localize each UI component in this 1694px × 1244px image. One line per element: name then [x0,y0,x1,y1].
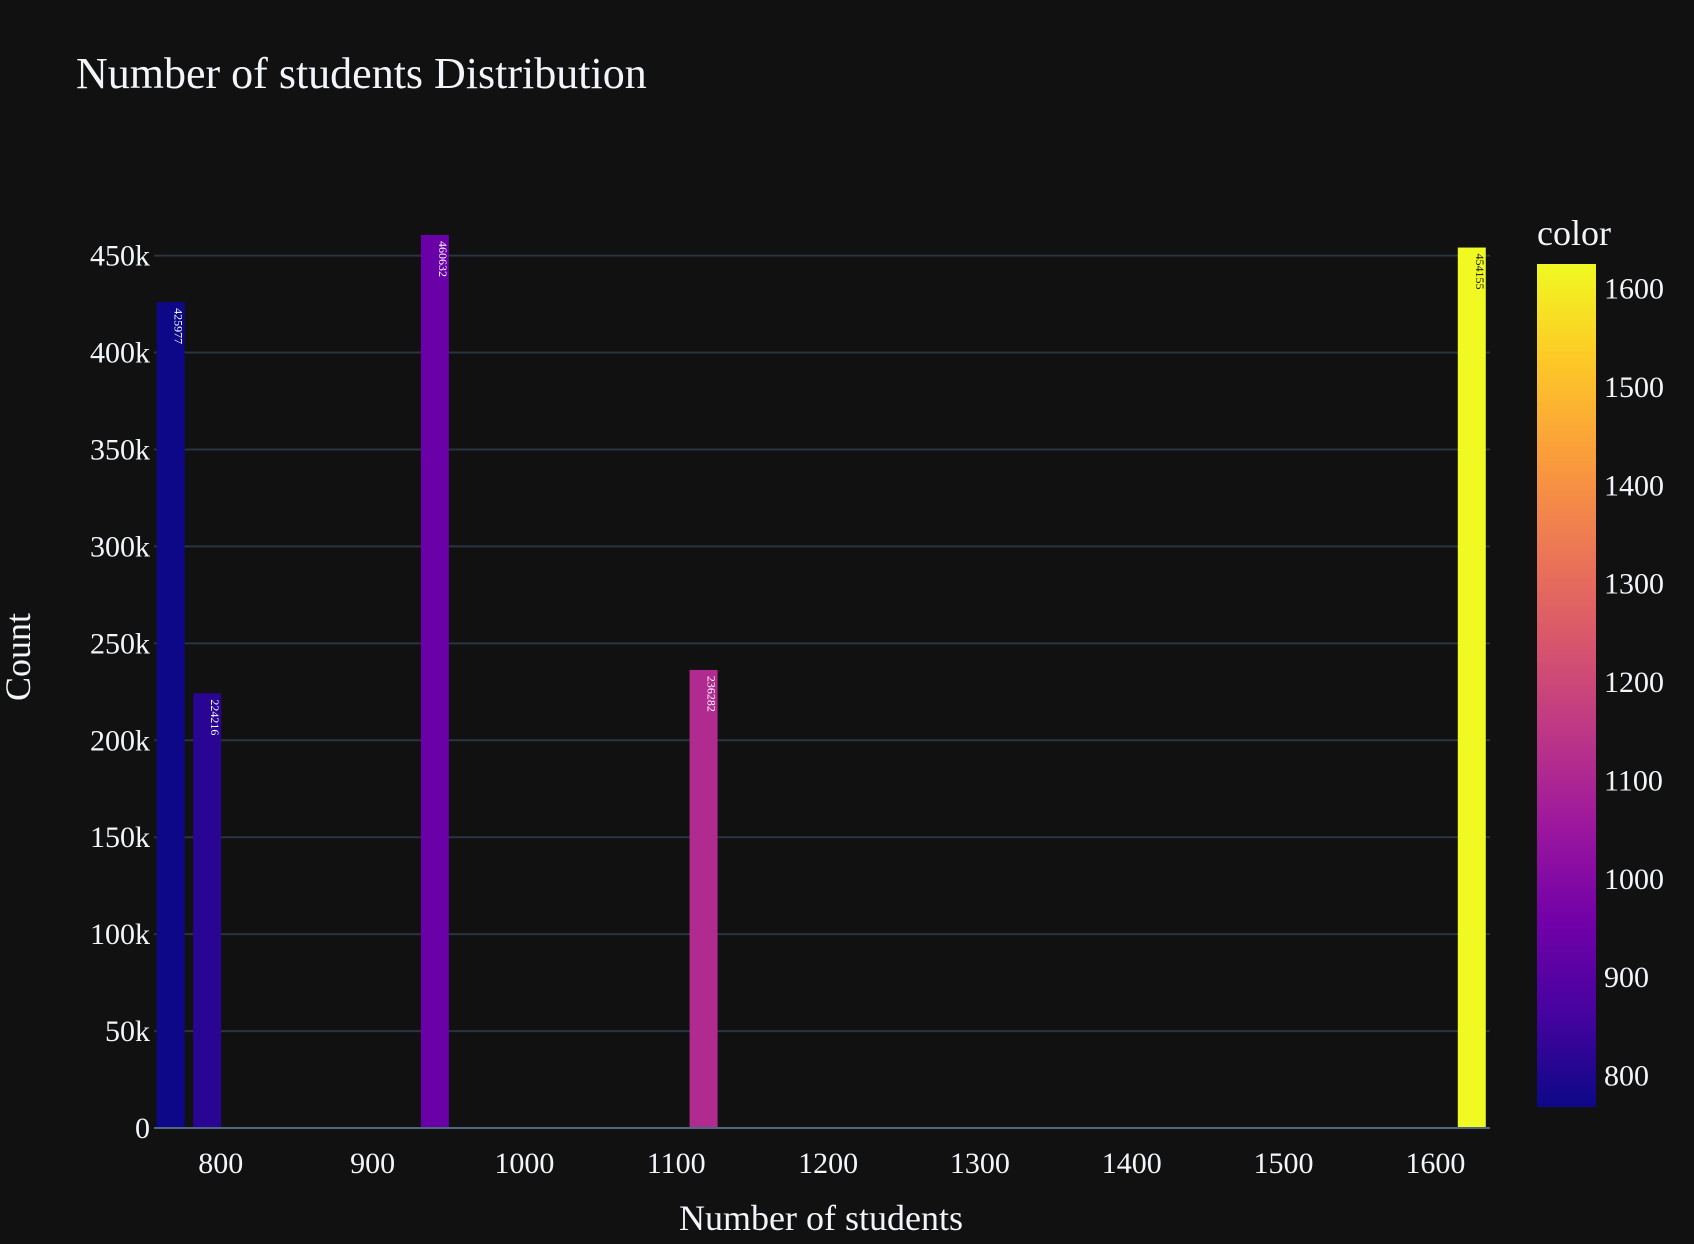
y-tick-label: 100k [90,918,150,951]
bar-data-label: 236282 [705,676,719,712]
x-tick-label: 1200 [798,1147,858,1180]
x-axis-title: Number of students [679,1198,963,1238]
bars [156,235,1486,1128]
colorbar-ticks: 800 900 1000 1100 1200 1300 1400 1500 1600 [1604,273,1664,1093]
bar [689,669,718,1128]
colorbar-tick-label: 1600 [1604,273,1664,306]
x-axis-ticks: 800 900 1000 1100 1200 1300 1400 1500 1600 [198,1147,1465,1180]
y-axis-ticks: 0 50k 100k 150k 200k 250k 300k 350k 400k 450k [90,240,150,1145]
bar-labels: 425977 224216 460632 236282 454155 [172,241,1487,735]
bar [420,235,449,1128]
colorbar-gradient [1537,264,1596,1107]
x-tick-label: 1600 [1405,1147,1465,1180]
bar [193,693,222,1128]
y-tick-label: 0 [135,1112,150,1145]
y-tick-label: 50k [105,1015,150,1048]
x-tick-label: 1500 [1254,1147,1314,1180]
x-tick-label: 1400 [1102,1147,1162,1180]
colorbar-tick-label: 900 [1604,961,1649,994]
bar-data-label: 224216 [208,699,222,735]
x-tick-label: 900 [350,1147,395,1180]
colorbar: color 800 900 1000 1100 1200 1300 1400 1500 1600 [1537,213,1664,1107]
colorbar-tick-label: 800 [1604,1060,1649,1093]
colorbar-tick-label: 1500 [1604,371,1664,404]
bar-data-label: 425977 [172,308,186,344]
x-tick-label: 1100 [647,1147,706,1180]
chart-title: Number of students Distribution [76,49,647,98]
colorbar-tick-label: 1200 [1604,666,1664,699]
colorbar-tick-label: 1300 [1604,568,1664,601]
y-tick-label: 350k [90,433,150,466]
bar-data-label: 454155 [1473,254,1487,290]
colorbar-tick-label: 1100 [1604,764,1663,797]
bar-data-label: 460632 [436,241,450,277]
y-tick-label: 200k [90,724,150,757]
colorbar-tick-label: 1400 [1604,469,1664,502]
bar [1457,247,1486,1128]
y-tick-label: 400k [90,337,150,370]
y-tick-label: 150k [90,821,150,854]
y-axis-title: Count [0,613,38,701]
x-tick-label: 1000 [494,1147,554,1180]
x-tick-label: 800 [198,1147,243,1180]
colorbar-title: color [1537,213,1611,253]
y-tick-label: 300k [90,530,150,563]
x-tick-label: 1300 [950,1147,1010,1180]
y-tick-label: 450k [90,240,150,273]
bar [156,302,185,1128]
colorbar-tick-label: 1000 [1604,863,1664,896]
y-tick-label: 250k [90,627,150,660]
gridlines [154,254,1490,1033]
